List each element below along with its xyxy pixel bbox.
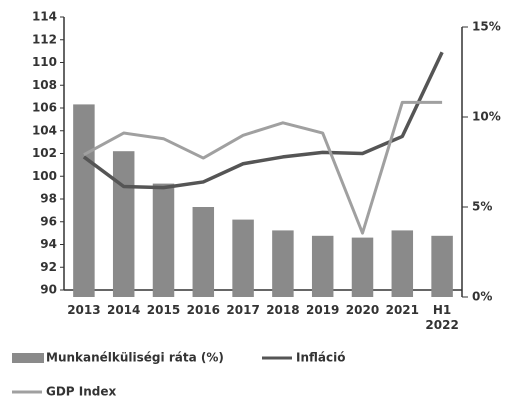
y-tick-label: 106	[32, 101, 57, 115]
legend-swatch	[12, 353, 44, 363]
y-tick-label: 114	[32, 10, 57, 24]
bar	[192, 207, 215, 297]
line	[82, 51, 444, 190]
line	[83, 100, 443, 235]
x-tick-label: 2019	[306, 303, 339, 317]
y-tick-label: 100	[32, 169, 57, 183]
y-tick-label: 96	[40, 214, 57, 228]
x-tick-label: 2015	[147, 303, 180, 317]
x-tick-label: 2018	[266, 303, 299, 317]
y-tick-label: 104	[32, 123, 57, 137]
legend-label: GDP Index	[46, 385, 117, 399]
y2-tick-label: 15%	[472, 20, 501, 34]
y-tick-label: 92	[40, 260, 57, 274]
y-tick-label: 110	[32, 55, 57, 69]
x-tick-label: 2014	[107, 303, 140, 317]
bar	[112, 151, 135, 297]
x-tick-label: 2020	[346, 303, 379, 317]
y-tick-label: 102	[32, 146, 57, 160]
bar	[272, 230, 294, 297]
x-tick-label: 2013	[67, 303, 100, 317]
y-tick-label: 98	[40, 192, 57, 206]
bar	[311, 235, 334, 297]
y2-tick-label: 10%	[472, 110, 501, 124]
y2-tick-label: 5%	[472, 200, 492, 214]
x-tick-label: 2021	[386, 303, 419, 317]
bar	[73, 104, 95, 298]
bar	[391, 230, 414, 297]
bar	[152, 183, 175, 297]
bar	[431, 235, 453, 297]
y2-tick-label: 0%	[472, 290, 492, 304]
y-tick-label: 112	[32, 32, 57, 46]
legend-label: Munkanélküliségi ráta (%)	[46, 351, 224, 365]
y-tick-label: 90	[40, 283, 57, 297]
x-tick-label: 2017	[226, 303, 259, 317]
x-tick-label: H1 2022	[425, 303, 458, 332]
bar	[351, 237, 374, 297]
x-tick-label: 2016	[187, 303, 220, 317]
y-tick-label: 108	[32, 78, 57, 92]
legend-label: Infláció	[296, 351, 345, 365]
y-tick-label: 94	[40, 237, 57, 251]
bar	[232, 219, 254, 297]
